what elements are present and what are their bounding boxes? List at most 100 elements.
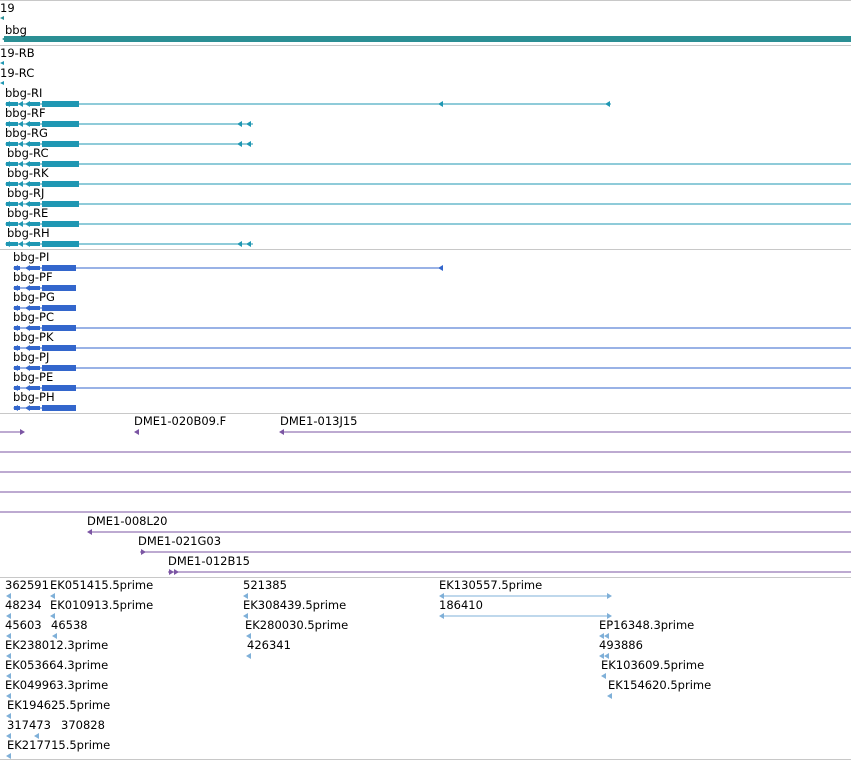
transcript-label[interactable]: bbg-RJ (7, 186, 45, 200)
strand-arrow-right (169, 569, 174, 575)
feature-exon-block (30, 406, 40, 410)
est-label[interactable]: 426341 (247, 638, 291, 652)
est-label[interactable]: 362591 (5, 578, 49, 592)
est-label[interactable]: EK103609.5prime (601, 658, 705, 672)
est-label[interactable]: EK238012.3prime (5, 638, 109, 652)
est-label[interactable]: EK154620.5prime (608, 678, 712, 692)
feature-exon-block (42, 385, 76, 391)
est-label[interactable]: EK049963.3prime (5, 678, 109, 692)
strand-arrow-left (25, 241, 30, 247)
strand-arrow-left (237, 241, 242, 247)
est-label[interactable]: 186410 (439, 598, 483, 612)
transcript-label-partial-rb[interactable]: 19-RB (0, 46, 35, 60)
strand-arrow-left (13, 305, 18, 311)
protein-label[interactable]: bbg-PK (13, 330, 54, 344)
feature-exon-block (30, 222, 40, 226)
transcript-label[interactable]: bbg-RK (7, 166, 49, 180)
est-label[interactable]: 317473 (7, 718, 51, 732)
strand-arrow-left (6, 753, 11, 759)
est-label[interactable]: EK308439.5prime (243, 598, 347, 612)
protein-label[interactable]: bbg-PE (13, 370, 54, 384)
strand-arrow-left (246, 653, 251, 659)
feature-exon-block (30, 162, 40, 166)
strand-arrow-left (246, 141, 251, 147)
strand-arrow-left (25, 101, 30, 107)
strand-arrow-right (20, 429, 25, 435)
clone-label[interactable]: DME1-013J15 (280, 414, 358, 428)
transcript-label[interactable]: bbg-RF (5, 106, 46, 120)
strand-arrow-left (6, 593, 11, 599)
strand-arrow-left (25, 305, 30, 311)
est-label[interactable]: 493886 (599, 638, 643, 652)
feature-exon-block (30, 286, 40, 290)
protein-label[interactable]: bbg-PH (13, 390, 55, 404)
strand-arrow-left (34, 733, 39, 739)
feature-exon-block (30, 122, 40, 126)
protein-label[interactable]: bbg-PC (13, 310, 55, 324)
protein-label[interactable]: bbg-PF (13, 270, 53, 284)
feature-exon-block (30, 386, 40, 390)
transcript-label[interactable]: bbg-RH (7, 226, 50, 240)
est-label[interactable]: EK010913.5prime (50, 598, 154, 612)
est-label[interactable]: EK194625.5prime (7, 698, 111, 712)
strand-arrow-left (25, 265, 30, 271)
transcript-label-partial-rc[interactable]: 19-RC (0, 66, 35, 80)
strand-arrow-left (439, 593, 444, 599)
feature-exon-block (30, 142, 40, 146)
strand-arrow-left (604, 633, 609, 639)
feature-exon-block (30, 182, 40, 186)
feature-exon-block (6, 222, 18, 226)
strand-arrow-left (6, 613, 11, 619)
transcript-label[interactable]: bbg-RC (7, 146, 49, 160)
est-label[interactable]: 370828 (61, 718, 105, 732)
gene-label-bbg[interactable]: bbg (5, 23, 27, 37)
feature-exon-block (42, 265, 76, 271)
track-separator (0, 0, 851, 1)
strand-arrow-left (50, 593, 55, 599)
clone-label[interactable]: DME1-021G03 (138, 534, 222, 548)
protein-label[interactable]: bbg-PI (13, 250, 50, 264)
strand-arrow-left (6, 713, 11, 719)
strand-arrow-left (25, 405, 30, 411)
est-label[interactable]: EK217715.5prime (7, 738, 111, 752)
transcript-label[interactable]: bbg-RG (5, 126, 48, 140)
feature-exon-block (30, 346, 40, 350)
clone-label[interactable]: DME1-020B09.F (134, 414, 227, 428)
strand-arrow-left (439, 613, 444, 619)
est-label[interactable]: EK130557.5prime (439, 578, 543, 592)
gene-label-partial[interactable]: 19 (0, 1, 15, 15)
est-label[interactable]: EP16348.3prime (599, 618, 695, 632)
clone-label[interactable]: DME1-012B15 (168, 554, 250, 568)
strand-arrow-left (5, 121, 10, 127)
est-label[interactable]: 46538 (51, 618, 88, 632)
track-separator (0, 45, 851, 46)
est-label[interactable]: 45603 (5, 618, 42, 632)
transcript-label[interactable]: bbg-RI (5, 86, 43, 100)
strand-arrow-left (25, 221, 30, 227)
protein-label[interactable]: bbg-PJ (13, 350, 50, 364)
est-label[interactable]: EK053664.3prime (5, 658, 109, 672)
est-label[interactable]: 521385 (243, 578, 287, 592)
strand-arrow-left (18, 161, 23, 167)
strand-arrow-left (18, 121, 23, 127)
strand-arrow-left (601, 673, 606, 679)
est-label[interactable]: EK280030.5prime (245, 618, 349, 632)
strand-arrow-left (5, 141, 10, 147)
clone-label[interactable]: DME1-008L20 (87, 514, 168, 528)
est-label[interactable]: EK051415.5prime (50, 578, 154, 592)
feature-exon-block (42, 325, 76, 331)
protein-label[interactable]: bbg-PG (13, 290, 55, 304)
strand-arrow-left (607, 693, 612, 699)
feature-exon-block (42, 101, 79, 107)
est-label[interactable]: 48234 (5, 598, 42, 612)
strand-arrow-left (25, 345, 30, 351)
strand-arrow-left (5, 161, 10, 167)
feature-exon-block (42, 201, 79, 207)
strand-arrow-left (438, 265, 443, 271)
transcript-label[interactable]: bbg-RE (7, 206, 49, 220)
feature-exon-block (42, 161, 79, 167)
feature-exon-block (6, 122, 18, 126)
strand-arrow-left (6, 673, 11, 679)
feature-exon-block (42, 241, 79, 247)
track-separator (0, 413, 851, 414)
